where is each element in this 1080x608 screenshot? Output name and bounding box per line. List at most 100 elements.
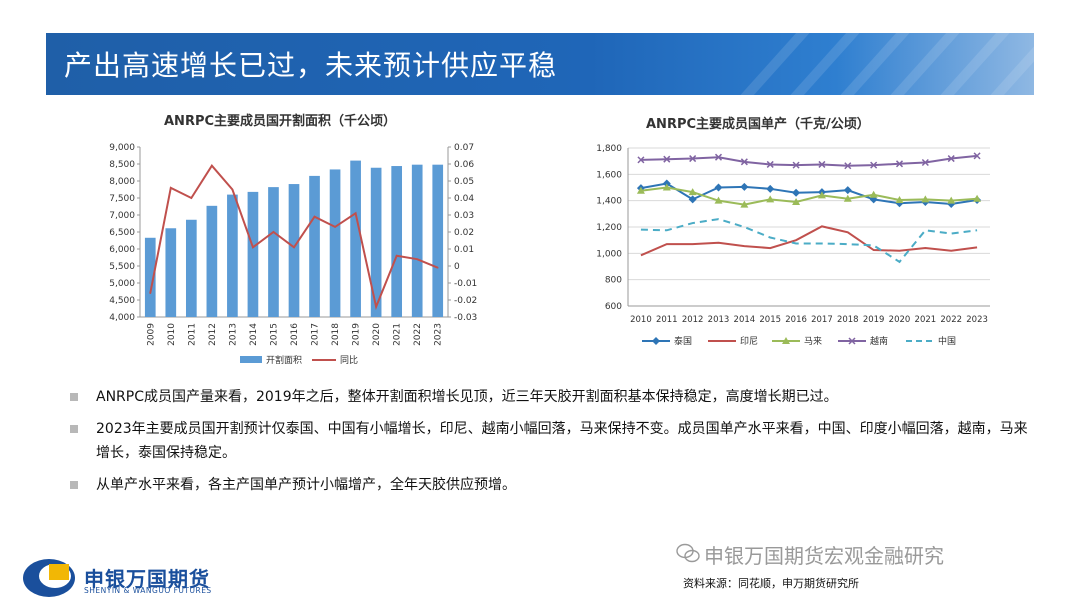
x-tick-label: 2023 <box>434 323 444 346</box>
y-tick-label: 1,200 <box>596 223 622 233</box>
legend-swatch-area <box>240 356 262 363</box>
yoy-point <box>354 212 357 215</box>
x-tick-label: 2009 <box>146 323 156 346</box>
legend-label: 越南 <box>870 335 888 347</box>
x-tick-label: 2022 <box>940 315 962 325</box>
x-tick-label: 2014 <box>734 315 756 325</box>
x-tick-label: 2020 <box>889 315 911 325</box>
bar <box>350 160 361 317</box>
marker-triangle <box>843 194 852 202</box>
banner-decoration <box>700 33 1034 95</box>
y-tick-label: 4,000 <box>109 313 135 323</box>
marker-x <box>848 337 856 345</box>
bullet-text: 2023年主要成员国开割预计仅泰国、中国有小幅增长，印尼、越南小幅回落，马来保持… <box>96 421 1028 461</box>
x-tick-label: 2019 <box>352 323 362 346</box>
yoy-point <box>170 187 172 189</box>
yoy-point <box>395 255 398 257</box>
marker-diamond <box>688 195 697 204</box>
y-tick-label: 6,500 <box>109 228 135 238</box>
y2-tick-label: 0.06 <box>454 160 474 170</box>
legend-label: 泰国 <box>674 335 692 347</box>
yoy-point <box>293 246 295 249</box>
marker-diamond <box>740 182 749 191</box>
bar <box>391 166 403 317</box>
legend-label: 同比 <box>340 354 358 366</box>
yoy-point <box>375 306 377 308</box>
bullet-item: ANRPC成员国产量来看，2019年之后，整体开割面积增长见顶，近三年天胶开割面… <box>68 385 1028 409</box>
marker-diamond <box>652 337 660 345</box>
bar <box>247 191 259 317</box>
series-line <box>640 225 978 257</box>
x-tick-label: 2017 <box>311 323 321 346</box>
yoy-point <box>211 164 213 167</box>
page-title: 产出高速增长已过，未来预计供应平稳 <box>64 49 558 82</box>
marker-triangle <box>792 197 801 205</box>
y-tick-label: 1,000 <box>596 249 622 259</box>
x-tick-label: 2016 <box>785 315 807 325</box>
marker-x <box>818 160 826 168</box>
x-tick-label: 2019 <box>863 315 885 325</box>
y2-tick-label: -0.01 <box>454 279 477 289</box>
marker-triangle <box>662 183 671 191</box>
marker-diamond <box>714 183 723 192</box>
x-tick-label: 2017 <box>811 315 833 325</box>
x-tick-label: 2023 <box>966 315 988 325</box>
chart-title-yield: ANRPC主要成员国单产（千克/公顷） <box>646 117 870 132</box>
marker-x <box>766 160 774 168</box>
bar <box>329 169 341 317</box>
yoy-point <box>313 215 316 218</box>
legend-label: 印尼 <box>740 335 758 347</box>
marker-triangle <box>766 195 775 203</box>
y-tick-label: 600 <box>605 302 622 312</box>
x-tick-label: 2018 <box>837 315 859 325</box>
x-tick-label: 2022 <box>413 323 423 346</box>
logo-subtitle: SHENYIN & WANGUO FUTURES <box>84 586 212 595</box>
yoy-point <box>252 246 254 249</box>
legend-label: 中国 <box>938 335 956 347</box>
yoy-point <box>272 231 275 233</box>
marker-triangle <box>740 200 749 208</box>
yoy-point <box>149 292 152 294</box>
marker-triangle <box>895 196 904 204</box>
bar <box>309 175 320 317</box>
x-tick-label: 2012 <box>682 315 704 325</box>
bullet-text: ANRPC成员国产量来看，2019年之后，整体开割面积增长见顶，近三年天胶开割面… <box>96 389 838 405</box>
yoy-point <box>231 188 234 191</box>
legend-label: 马来 <box>804 336 822 347</box>
marker-x <box>921 158 929 167</box>
marker-triangle <box>714 196 723 204</box>
yoy-point <box>190 197 193 199</box>
bar <box>165 228 177 317</box>
yield-chart: 1,800 1,600 1,400 1,200 1,000 800 600 2010 2011 2… <box>596 144 990 347</box>
x-tick-label: 2021 <box>915 315 937 325</box>
logo-text: 申银万国期货 <box>84 567 210 591</box>
x-tick-label: 2010 <box>167 323 177 346</box>
marker-diamond <box>792 188 801 197</box>
y-tick-label: 5,500 <box>109 262 135 272</box>
title-banner <box>46 33 1034 95</box>
marker-diamond <box>947 199 956 208</box>
marker-x <box>714 153 723 161</box>
marker-triangle <box>973 194 982 202</box>
bullet-item: 从单产水平来看，各主产国单产预计小幅增产，全年天胶供应预增。 <box>68 473 1028 497</box>
yoy-point <box>416 258 419 260</box>
bar <box>227 194 238 317</box>
marker-triangle <box>688 188 697 196</box>
source-note: 资料来源：同花顺，申万期货研究所 <box>683 577 859 590</box>
marker-x <box>895 160 904 168</box>
marker-triangle <box>947 196 956 204</box>
y-tick-label: 6,000 <box>109 245 135 255</box>
x-tick-label: 2015 <box>759 315 781 325</box>
legend-label: 开割面积 <box>266 354 302 366</box>
marker-triangle <box>817 191 826 199</box>
marker-x <box>637 156 645 164</box>
bullet-square-icon <box>70 481 78 489</box>
y-tick-label: 7,500 <box>109 194 135 204</box>
marker-triangle <box>782 337 790 344</box>
x-tick-label: 2013 <box>708 315 730 325</box>
marker-x <box>947 155 955 163</box>
x-tick-label: 2020 <box>372 323 382 346</box>
y-tick-label: 8,500 <box>109 160 135 170</box>
x-tick-label: 2018 <box>331 323 341 346</box>
company-logo-icon <box>23 559 75 597</box>
